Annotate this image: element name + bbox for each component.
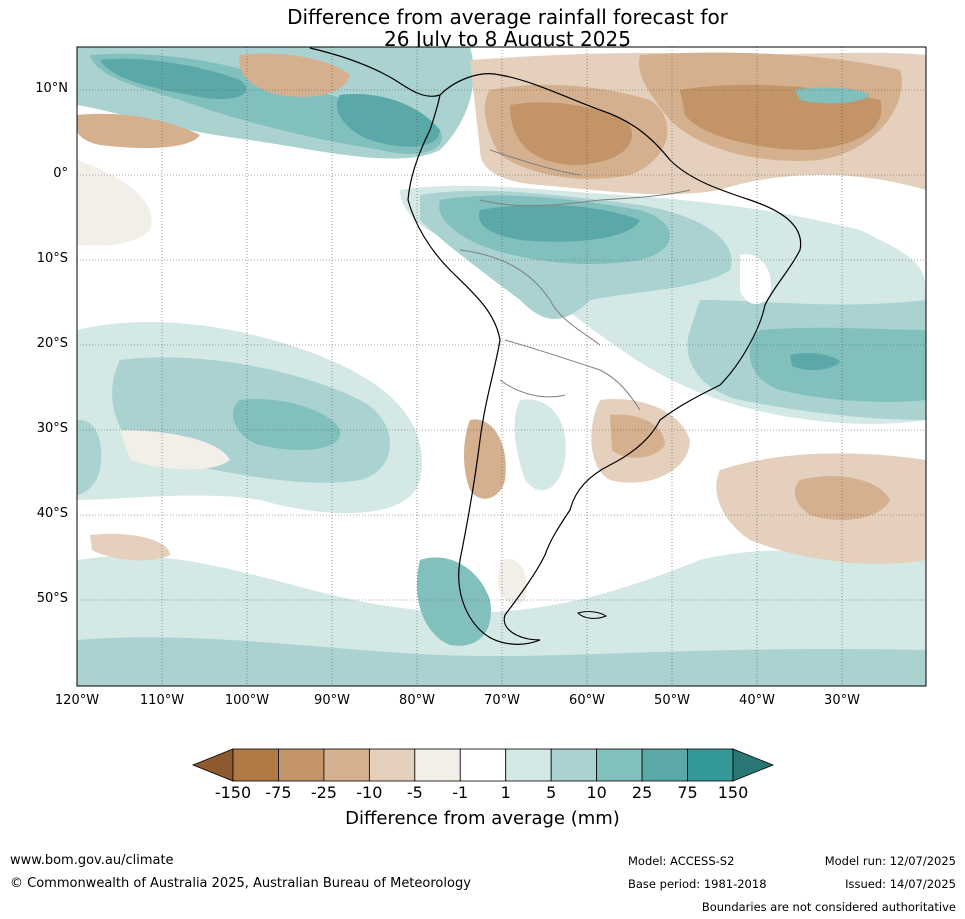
map-frame [76,46,927,687]
map-title-line2: 26 July to 8 August 2025 [384,27,631,51]
colorbar-swatch [323,748,370,782]
colorbar-tick-label: 75 [677,783,698,802]
colorbar-tick-label: -1 [452,783,469,802]
colorbar-swatch [459,748,507,782]
colorbar-tick-label: 25 [631,783,653,802]
country-borders [459,149,691,411]
colorbar-swatch [414,748,461,782]
longitude-label: 40°W [739,693,775,708]
latitude-label: 0° [53,166,68,181]
longitude-label: 30°W [824,693,860,708]
colorbar [191,748,775,782]
anomaly-field [77,47,926,686]
colorbar-tick-label: 150 [717,783,749,802]
map-gridlines [76,47,926,686]
colorbar-tick-label: -25 [310,783,337,802]
model-run-date: Model run: 12/07/2025 [824,854,956,868]
coastline-outline [407,73,802,645]
base-period: Base period: 1981-2018 [628,877,767,891]
latitude-label: 20°S [36,336,68,351]
boundaries-disclaimer: Boundaries are not considered authoritat… [701,900,956,914]
colorbar-tick-label: 5 [546,783,557,802]
colorbar-swatch [368,748,416,782]
longitude-label: 90°W [314,693,350,708]
central-america-outline [309,47,441,97]
longitude-label: 70°W [484,693,520,708]
longitude-label: 100°W [224,693,270,708]
latitude-label: 10°S [36,251,68,266]
colorbar-swatch [687,748,734,782]
colorbar-low-extend [191,748,234,782]
colorbar-label: Difference from average (mm) [345,808,620,829]
latitude-label: 30°S [36,421,68,436]
colorbar-swatch [278,748,325,782]
latitude-label: 40°S [36,506,68,521]
latitude-label: 10°N [35,81,68,96]
longitude-label: 60°W [569,693,605,708]
colorbar-tick-label: -75 [265,783,292,802]
longitude-label: 120°W [54,693,100,708]
model-name: Model: ACCESS-S2 [628,854,735,868]
longitude-label: 50°W [654,693,690,708]
colorbar-swatch [596,748,643,782]
longitude-label: 110°W [139,693,185,708]
colorbar-swatch [550,748,598,782]
colorbar-tick-label: -5 [406,783,423,802]
colorbar-swatch [505,748,552,782]
website-link[interactable]: www.bom.gov.au/climate [10,853,174,868]
colorbar-swatch [232,748,279,782]
colorbar-high-extend [732,748,775,782]
copyright-text: © Commonwealth of Australia 2025, Austra… [10,876,471,891]
colorbar-swatch [641,748,688,782]
issued-date: Issued: 14/07/2025 [845,877,956,891]
map-title-line1: Difference from average rainfall forecas… [287,5,728,29]
colorbar-tick-label: 1 [500,783,511,802]
colorbar-tick-label: -150 [214,783,252,802]
colorbar-tick-label: 10 [586,783,607,802]
colorbar-tick-label: -10 [356,783,383,802]
longitude-label: 80°W [399,693,435,708]
latitude-label: 50°S [36,591,68,606]
